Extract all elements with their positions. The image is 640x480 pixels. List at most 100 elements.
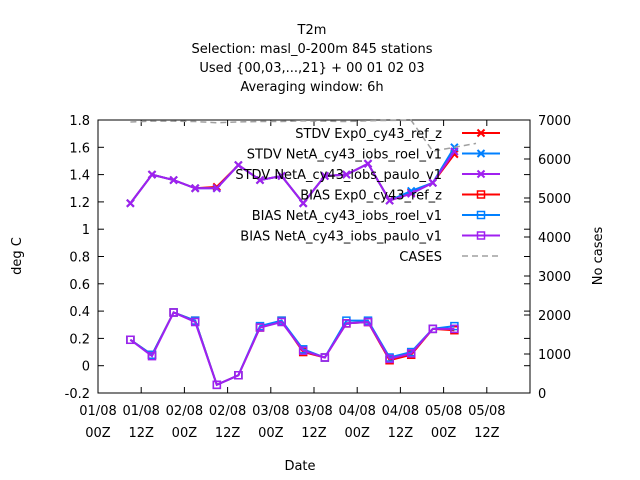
- y-tick-label: 0.8: [69, 251, 90, 266]
- x-tick-label-hour: 00Z: [431, 426, 457, 441]
- legend-label: STDV NetA_cy43_iobs_paulo_v1: [235, 168, 442, 183]
- title-line-2: Selection: masl_0-200m 845 stations: [192, 42, 433, 57]
- series-stdv-neta-cy43-iobs-paulo-v1: [126, 147, 459, 208]
- y-tick-label: 0.6: [69, 278, 90, 293]
- data-point-stroke: [406, 189, 416, 198]
- y-tick-label: 1.4: [69, 169, 90, 184]
- x-tick-label-date: 03/08: [252, 404, 289, 419]
- y-tick-label: 1: [82, 223, 90, 238]
- data-point-stroke: [476, 149, 486, 158]
- data-point: [169, 175, 178, 185]
- series-bias-neta-cy43-iobs-roel-v1: [126, 308, 459, 390]
- x-tick-label-hour: 12Z: [128, 426, 154, 441]
- legend-label: STDV Exp0_cy43_ref_z: [295, 127, 442, 142]
- data-point: [234, 160, 243, 170]
- x-tick-label-hour: 12Z: [474, 426, 500, 441]
- data-point: [406, 189, 416, 198]
- x-tick-label-date: 01/08: [122, 404, 159, 419]
- data-point: [363, 159, 373, 168]
- data-point: [450, 324, 459, 334]
- legend-entry: STDV NetA_cy43_iobs_roel_v1: [247, 148, 500, 163]
- data-point: [255, 323, 265, 332]
- legend-entry: BIAS Exp0_cy43_ref_z: [300, 189, 500, 204]
- data-point-stroke: [450, 147, 459, 156]
- data-point: [450, 147, 459, 156]
- data-point-stroke: [277, 171, 286, 181]
- data-point: [385, 196, 394, 205]
- data-point: [169, 308, 178, 317]
- title-line-3: Used {00,03,...,21} + 00 01 02 03: [199, 61, 424, 76]
- legend: STDV Exp0_cy43_ref_z STDV NetA_cy43_iobs_…: [235, 127, 500, 265]
- x-tick-label-hour: 00Z: [172, 426, 198, 441]
- data-point-stroke: [428, 178, 438, 187]
- legend-label: BIAS NetA_cy43_iobs_roel_v1: [252, 209, 442, 224]
- x-tick-label-hour: 00Z: [85, 426, 111, 441]
- y-tick-label: 0.2: [69, 332, 90, 347]
- data-point: [277, 317, 286, 327]
- y-tick-label: 0.4: [69, 305, 90, 320]
- legend-entry: BIAS NetA_cy43_iobs_paulo_v1: [240, 230, 500, 245]
- data-point: [476, 149, 486, 158]
- y2-tick-label: 6000: [538, 153, 571, 168]
- data-point-stroke: [385, 196, 394, 205]
- data-point: [147, 351, 157, 361]
- data-point: [428, 324, 438, 334]
- data-point: [476, 231, 486, 240]
- series-line: [129, 311, 455, 387]
- x-tick-label-hour: 12Z: [215, 426, 241, 441]
- x-axis-label: Date: [284, 459, 315, 474]
- data-point: [476, 210, 486, 220]
- legend-label: STDV NetA_cy43_iobs_roel_v1: [247, 148, 442, 163]
- title-line-1: T2m: [297, 23, 327, 38]
- data-point-stroke: [212, 184, 222, 193]
- axis-ticks: -0.2 0 0.2 0.4 0.6 0.8 1 1.2 1.4 1.6 1.8 0 1000 2000 3…: [65, 114, 571, 441]
- x-tick-label-hour: 12Z: [388, 426, 414, 441]
- x-tick-label-hour: 12Z: [301, 426, 327, 441]
- data-point: [190, 184, 200, 193]
- data-point-stroke: [126, 199, 135, 208]
- data-point-stroke: [234, 160, 243, 170]
- y-tick-label: 0: [82, 360, 90, 375]
- y-tick-label: 1.8: [69, 114, 90, 129]
- data-point: [406, 349, 416, 358]
- x-tick-label-date: 04/08: [382, 404, 419, 419]
- data-point: [428, 178, 438, 187]
- data-point-stroke: [363, 159, 373, 168]
- y2-tick-label: 2000: [538, 309, 571, 324]
- y-tick-label: -0.2: [65, 387, 90, 402]
- y2-tick-label: 3000: [538, 270, 571, 285]
- data-point: [363, 317, 373, 327]
- data-point-stroke: [320, 171, 330, 181]
- data-point: [234, 371, 243, 380]
- data-point: [190, 317, 200, 327]
- y2-tick-label: 5000: [538, 192, 571, 207]
- series-layer: [126, 119, 477, 390]
- data-point: [476, 169, 486, 179]
- data-point-stroke: [476, 169, 486, 179]
- data-point: [255, 175, 265, 185]
- data-point-stroke: [255, 175, 265, 185]
- data-point-stroke: [298, 199, 308, 208]
- data-point: [320, 353, 330, 362]
- data-point: [212, 380, 222, 390]
- legend-label: CASES: [399, 250, 442, 265]
- y2-tick-label: 0: [538, 387, 546, 402]
- x-tick-label-date: 02/08: [166, 404, 203, 419]
- legend-entry: BIAS NetA_cy43_iobs_roel_v1: [252, 209, 500, 224]
- legend-label: BIAS Exp0_cy43_ref_z: [300, 189, 442, 204]
- legend-entry: STDV Exp0_cy43_ref_z: [295, 127, 500, 142]
- x-tick-label-hour: 00Z: [258, 426, 284, 441]
- series-line: [130, 119, 477, 153]
- x-tick-label-date: 01/08: [79, 404, 116, 419]
- data-point: [342, 170, 351, 179]
- data-point-stroke: [147, 170, 157, 179]
- x-tick-label-date: 03/08: [295, 404, 332, 419]
- y-tick-label: 1.2: [69, 196, 90, 211]
- data-point: [298, 346, 308, 355]
- x-tick-label-date: 05/08: [425, 404, 462, 419]
- title-line-4: Averaging window: 6h: [240, 80, 383, 95]
- data-point-stroke: [342, 170, 351, 179]
- series-bias-neta-cy43-iobs-paulo-v1: [126, 308, 459, 390]
- y-axis-label: deg C: [10, 237, 25, 275]
